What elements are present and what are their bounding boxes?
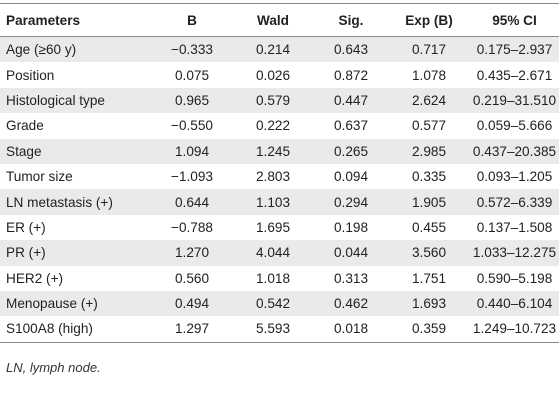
cell-ci: 0.059–5.666 bbox=[470, 113, 559, 139]
cell-wald: 5.593 bbox=[232, 316, 314, 343]
cell-wald: 0.214 bbox=[232, 36, 314, 63]
cell-b: 0.494 bbox=[152, 290, 232, 317]
cell-wald: 0.026 bbox=[232, 62, 314, 88]
table-row: Menopause (+) 0.494 0.542 0.462 1.693 0.440–6… bbox=[0, 290, 559, 317]
cell-exp-b: 0.455 bbox=[388, 214, 470, 241]
cell-sig: 0.872 bbox=[314, 62, 388, 88]
cell-ci: 1.249–10.723 bbox=[470, 316, 559, 343]
cell-parameter: Stage bbox=[0, 138, 152, 164]
cell-b: 0.965 bbox=[152, 87, 232, 114]
cell-wald: 0.542 bbox=[232, 290, 314, 317]
table-row: HER2 (+) 0.560 1.018 0.313 1.751 0.590–5.198 bbox=[0, 265, 559, 291]
cell-ci: 0.572–6.339 bbox=[470, 189, 559, 215]
cell-parameter: Grade bbox=[0, 113, 152, 139]
table-row: Stage 1.094 1.245 0.265 2.985 0.437–20.385 bbox=[0, 138, 559, 164]
header-row: Parameters B Wald Sig. Exp (B) 95% CI bbox=[0, 3, 559, 37]
cell-wald: 1.103 bbox=[232, 189, 314, 215]
header-b: B bbox=[152, 3, 232, 37]
cell-sig: 0.447 bbox=[314, 87, 388, 114]
cell-ci: 0.137–1.508 bbox=[470, 214, 559, 241]
table-body: Age (≥60 y) −0.333 0.214 0.643 0.717 0.175–2.… bbox=[0, 36, 559, 343]
table-row: S100A8 (high) 1.297 5.593 0.018 0.359 1.249–1… bbox=[0, 316, 559, 343]
cell-exp-b: 0.335 bbox=[388, 163, 470, 190]
cell-parameter: ER (+) bbox=[0, 214, 152, 241]
cell-sig: 0.198 bbox=[314, 214, 388, 241]
cell-b: −1.093 bbox=[152, 163, 232, 190]
cell-b: −0.550 bbox=[152, 113, 232, 139]
cell-ci: 0.175–2.937 bbox=[470, 36, 559, 63]
regression-table: Parameters B Wald Sig. Exp (B) 95% CI Ag… bbox=[0, 3, 559, 343]
cell-exp-b: 0.577 bbox=[388, 113, 470, 139]
cell-exp-b: 1.751 bbox=[388, 265, 470, 291]
cell-sig: 0.094 bbox=[314, 163, 388, 190]
cell-b: −0.788 bbox=[152, 214, 232, 241]
cell-ci: 0.440–6.104 bbox=[470, 290, 559, 317]
cell-parameter: HER2 (+) bbox=[0, 265, 152, 291]
cell-exp-b: 2.985 bbox=[388, 138, 470, 164]
cell-wald: 1.018 bbox=[232, 265, 314, 291]
table-row: PR (+) 1.270 4.044 0.044 3.560 1.033–12.275 bbox=[0, 240, 559, 266]
cell-exp-b: 1.905 bbox=[388, 189, 470, 215]
cell-parameter: Menopause (+) bbox=[0, 290, 152, 317]
table-row: Tumor size −1.093 2.803 0.094 0.335 0.093–1.2… bbox=[0, 163, 559, 190]
cell-sig: 0.462 bbox=[314, 290, 388, 317]
cell-exp-b: 1.693 bbox=[388, 290, 470, 317]
cell-parameter: LN metastasis (+) bbox=[0, 189, 152, 215]
cell-parameter: PR (+) bbox=[0, 240, 152, 266]
cell-exp-b: 3.560 bbox=[388, 240, 470, 266]
cell-b: −0.333 bbox=[152, 36, 232, 63]
cell-parameter: Tumor size bbox=[0, 163, 152, 190]
header-95-ci: 95% CI bbox=[470, 3, 559, 37]
cell-ci: 0.590–5.198 bbox=[470, 265, 559, 291]
cell-sig: 0.637 bbox=[314, 113, 388, 139]
header-exp-b: Exp (B) bbox=[388, 3, 470, 37]
cell-sig: 0.018 bbox=[314, 316, 388, 343]
cell-ci: 0.437–20.385 bbox=[470, 138, 559, 164]
cell-b: 0.644 bbox=[152, 189, 232, 215]
cell-exp-b: 0.359 bbox=[388, 316, 470, 343]
cell-exp-b: 2.624 bbox=[388, 87, 470, 114]
table-row: Histological type 0.965 0.579 0.447 2.624 0.2… bbox=[0, 87, 559, 114]
table-row: Age (≥60 y) −0.333 0.214 0.643 0.717 0.175–2.… bbox=[0, 36, 559, 63]
cell-sig: 0.313 bbox=[314, 265, 388, 291]
table-row: Position 0.075 0.026 0.872 1.078 0.435–2.671 bbox=[0, 62, 559, 88]
table-row: Grade −0.550 0.222 0.637 0.577 0.059–5.666 bbox=[0, 113, 559, 139]
cell-sig: 0.044 bbox=[314, 240, 388, 266]
table-row: LN metastasis (+) 0.644 1.103 0.294 1.905 0.5… bbox=[0, 189, 559, 215]
cell-sig: 0.643 bbox=[314, 36, 388, 63]
cell-ci: 0.219–31.510 bbox=[470, 87, 559, 114]
cell-parameter: Position bbox=[0, 62, 152, 88]
header-sig: Sig. bbox=[314, 3, 388, 37]
cell-b: 1.297 bbox=[152, 316, 232, 343]
cell-wald: 0.579 bbox=[232, 87, 314, 114]
table-row: ER (+) −0.788 1.695 0.198 0.455 0.137–1.508 bbox=[0, 214, 559, 241]
cell-b: 1.094 bbox=[152, 138, 232, 164]
cell-ci: 1.033–12.275 bbox=[470, 240, 559, 266]
cell-wald: 1.695 bbox=[232, 214, 314, 241]
cell-wald: 2.803 bbox=[232, 163, 314, 190]
cell-b: 0.560 bbox=[152, 265, 232, 291]
header-parameters: Parameters bbox=[0, 3, 152, 37]
cell-wald: 4.044 bbox=[232, 240, 314, 266]
cell-sig: 0.294 bbox=[314, 189, 388, 215]
cell-wald: 1.245 bbox=[232, 138, 314, 164]
cell-wald: 0.222 bbox=[232, 113, 314, 139]
cell-sig: 0.265 bbox=[314, 138, 388, 164]
header-wald: Wald bbox=[232, 3, 314, 37]
cell-ci: 0.093–1.205 bbox=[470, 163, 559, 190]
cell-b: 1.270 bbox=[152, 240, 232, 266]
cell-parameter: S100A8 (high) bbox=[0, 316, 152, 343]
cell-exp-b: 0.717 bbox=[388, 36, 470, 63]
footnote: LN, lymph node. bbox=[6, 360, 101, 375]
cell-ci: 0.435–2.671 bbox=[470, 62, 559, 88]
cell-parameter: Age (≥60 y) bbox=[0, 36, 152, 63]
cell-b: 0.075 bbox=[152, 62, 232, 88]
cell-parameter: Histological type bbox=[0, 87, 152, 114]
cell-exp-b: 1.078 bbox=[388, 62, 470, 88]
